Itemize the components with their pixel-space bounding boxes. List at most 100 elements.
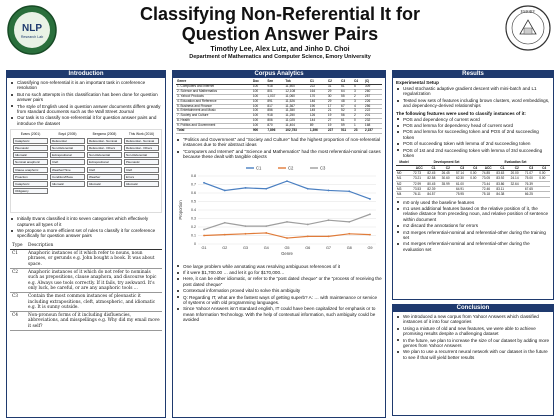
legend-label: C2 (288, 165, 294, 170)
model-bullet-list: m0 only used the baseline features m1 use… (396, 200, 550, 253)
diagram-column-title: This Work (2016) (128, 132, 155, 137)
corpus-cell: 61 (340, 118, 353, 125)
corpus-row: 1. Computers and Internet 100 918 11,500 222… (176, 84, 382, 90)
results-cell: 24.14 (509, 175, 524, 182)
corpus-cell: 227 (326, 128, 341, 134)
results-cell: 82.45 (426, 170, 441, 177)
results-cell (538, 181, 550, 187)
diagram-node: Clause anaphoric (13, 166, 49, 173)
corpus-cell: 29 (326, 99, 341, 105)
corpus-cell: 4 (352, 104, 364, 110)
results-cell (469, 181, 482, 187)
corpus-cell: 309 (363, 84, 382, 90)
feature-bullet: POS and dependency of current word (396, 117, 550, 122)
corpus-cell: 48 (340, 99, 353, 105)
corpus-col-header: |C| (363, 79, 382, 85)
data-point (203, 234, 205, 236)
corpus-cell: 11,367 (284, 104, 309, 110)
results-cell: 73.05 (481, 175, 496, 182)
results-table: Model Development Set Evaluation Set ACC… (396, 160, 550, 198)
corpus-cell: 190 (308, 104, 327, 110)
x-tick-label: G4 (264, 246, 269, 250)
diagram-node: Cleft (49, 159, 86, 166)
corpus-col-header: Genre (176, 79, 252, 85)
model-bullet: m1 uses additional features based on the… (396, 206, 550, 222)
data-point (348, 220, 351, 223)
y-tick-label: 0.3 (191, 216, 196, 220)
corpus-col-header: Sen (266, 79, 285, 85)
results-cell (469, 191, 482, 198)
intro-bullet-list-2: Initially Evans classified it into seven… (10, 216, 162, 239)
data-point (286, 179, 288, 182)
results-cell: 83.11 (495, 186, 510, 193)
results-cell: 71.07 (523, 170, 539, 177)
corpus-cell: 29 (326, 89, 341, 95)
conclusion-bullet: We introduced a new corpus from Yahoo! A… (396, 314, 550, 325)
corpus-cell: 918 (266, 84, 285, 90)
corpus-cell: 511 (340, 128, 353, 134)
results-row: M2 72.99 80.45 35.99 61.00 73.44 83.86 32.64 76.… (396, 181, 550, 187)
y-tick-label: 0.2 (191, 225, 196, 229)
diagram-node: Cleft (123, 166, 159, 173)
corpus-cell: 801 (266, 89, 285, 95)
corpus-cell: 5 (352, 84, 364, 90)
corpus-cell: 67 (340, 104, 353, 110)
corpus-row: 7. Society and Culture 100 918 11,250 126 19 5… (176, 113, 382, 120)
corpus-cell: 144 (308, 118, 327, 125)
logo-subtext: Research Lab (21, 35, 43, 39)
corpus-cell: 1. Computers and Internet (176, 84, 252, 90)
results-cell: 72.73 (412, 170, 427, 177)
legend-label: C3 (320, 165, 326, 170)
logo-text: NLP (22, 23, 42, 34)
data-point (203, 228, 205, 231)
description-cell: Non-pronoun forms of it including disflu… (26, 311, 162, 332)
results-cell: M3 (396, 186, 413, 193)
model-bullet: m2 discard the annotations for errors (396, 223, 550, 228)
setup-bullet: Used stochastic adaptive gradient descen… (396, 86, 550, 97)
corpus-cell: 11,500 (284, 84, 309, 90)
diagram-node: Idiomatic (13, 152, 49, 159)
type-cell: C1 (10, 249, 26, 270)
model-bullet: m0 only used the baseline features (396, 200, 550, 205)
corpus-cell: 226 (363, 99, 382, 105)
data-point (327, 218, 330, 221)
intro-bullet: The style of English used in question an… (10, 104, 162, 115)
corpus-cell: 870 (266, 123, 285, 130)
results-cell: 82.58 (426, 175, 441, 182)
diagram-node: Cataphoric (13, 137, 49, 144)
model-group-header: Model (396, 160, 413, 166)
corpus-cell: 100 (251, 113, 267, 120)
diagram-node: Idiomatic (49, 180, 86, 187)
data-point (348, 189, 351, 192)
corpus-cell: Total (176, 128, 252, 134)
results-cell (538, 191, 550, 198)
data-point (244, 224, 247, 227)
diagram-column-title: Boyd (2005) (58, 132, 77, 137)
corpus-cell: 100 (251, 118, 267, 125)
results-col-header: C1 (495, 165, 510, 172)
series-line-c1 (203, 180, 371, 200)
data-point (306, 223, 309, 225)
corpus-cell: 11,350 (284, 109, 309, 115)
data-point (369, 197, 371, 200)
diagram-node: Idiomatic (86, 180, 122, 187)
nlp-lab-logo: NLP Research Lab (6, 4, 58, 56)
data-point (286, 236, 288, 239)
poster-title: Classifying Non-Referential It for Quest… (60, 4, 500, 44)
corpus-cell: 100 (251, 104, 267, 110)
results-cell: 76.11 (412, 191, 427, 198)
intro-bullet-list: Classifying non-referential it is an imp… (10, 80, 162, 126)
results-cell: 0.00 (538, 175, 550, 182)
diagram-column: This Work (2016) Referential - Nominal Ref… (123, 132, 159, 210)
introduction-box: Classifying non-referential it is an imp… (6, 78, 166, 418)
results-cell: M0 (396, 170, 413, 177)
seal-text: EMORY (521, 9, 536, 14)
corpus-col-header: C1 (308, 79, 327, 85)
corpus-cell: 168 (363, 123, 382, 130)
diagram-column-title: Bergsma (2008) (92, 132, 117, 137)
corpus-cell: 56 (340, 113, 353, 120)
corpus-cell: 222 (308, 84, 327, 90)
diagram-node: Cleft (86, 166, 122, 173)
corpus-cell: 100 (251, 84, 267, 90)
results-cell: 32.64 (509, 181, 524, 187)
